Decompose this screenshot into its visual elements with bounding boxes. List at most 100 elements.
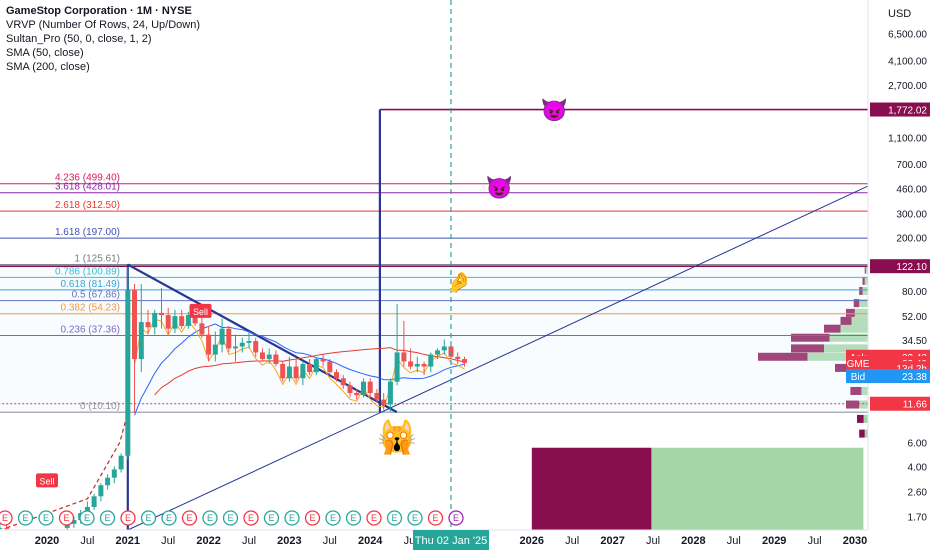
candle-body [408, 361, 414, 367]
earnings-marker [386, 510, 403, 526]
earnings-marker-label: E [145, 513, 151, 523]
price-badge-value: 23.38 [902, 372, 927, 383]
price-axis-tick: 1,100.00 [888, 133, 927, 144]
price-badge [870, 102, 930, 117]
indicator-sma200[interactable]: SMA (200, close) [6, 61, 90, 73]
volume-profile-bar-up [863, 414, 868, 423]
price-axis-tick: 2,700.00 [888, 81, 927, 92]
time-axis-tick: 2021 [116, 535, 140, 547]
price-axis-tick: 2.60 [908, 488, 928, 499]
sell-signal-badge [36, 473, 58, 488]
indicator-sultan-pro[interactable]: Sultan_Pro (50, 0, close, 1, 2) [6, 33, 152, 45]
time-axis-tick: Jul [161, 535, 175, 547]
candle-body [172, 316, 178, 329]
earnings-marker [366, 510, 382, 526]
volume-profile-bar-down [864, 265, 866, 274]
fib-level-label: 1.618 (197.00) [55, 227, 120, 238]
candle-body [246, 341, 252, 343]
earnings-marker [345, 510, 362, 526]
earnings-marker [304, 510, 321, 526]
volume-profile-bar-up [865, 265, 868, 274]
candle-body [428, 354, 434, 367]
candle-body [118, 455, 124, 470]
earnings-marker-label: E [125, 513, 131, 523]
price-axis-tick: 34.50 [902, 336, 927, 347]
volume-profile-bar-up [851, 316, 868, 325]
earnings-marker [448, 510, 464, 526]
volume-profile-bar-down [853, 299, 860, 308]
volume-profile-bar-down [835, 363, 855, 372]
earnings-marker [202, 510, 218, 526]
candle-body [360, 381, 366, 396]
candle-body [179, 316, 185, 326]
candle-body [435, 350, 441, 355]
price-axis-tick: 4,100.00 [888, 56, 927, 67]
time-axis-tick: 2022 [196, 535, 220, 547]
volume-profile-bar-down [850, 386, 862, 395]
candles [0, 267, 467, 530]
earnings-marker-label: E [207, 513, 213, 523]
candle-body [145, 322, 151, 328]
earnings-marker-label: E [104, 513, 110, 523]
candle-body [387, 381, 393, 405]
fib-level-label: 0.382 (54.23) [61, 303, 121, 314]
earnings-marker-label: E [289, 513, 295, 523]
candle-body [441, 346, 447, 351]
candle-body [401, 352, 407, 362]
earnings-marker-label: E [227, 513, 233, 523]
earnings-marker [263, 510, 280, 526]
candle-body [152, 312, 158, 328]
fib-level-label: 0.786 (100.89) [55, 266, 120, 277]
candle-body [105, 477, 111, 486]
sma200-line [154, 347, 465, 396]
price-badge-tag-label: GME [847, 359, 870, 370]
time-axis-tick: Jul [646, 535, 660, 547]
volume-profile-bar-up [840, 324, 868, 333]
candle-body [280, 363, 286, 379]
candle-body [320, 359, 326, 362]
volume-profile-bar-down [531, 447, 652, 530]
price-axis-tick: 1.70 [908, 512, 928, 523]
earnings-marker [284, 510, 300, 526]
volume-profile-bar-up [829, 333, 868, 342]
indicator-vrvp[interactable]: VRVP (Number Of Rows, 24, Up/Down) [6, 19, 200, 31]
candle-body [192, 315, 198, 324]
fib-level-label: 3.618 (428.01) [55, 182, 120, 193]
volume-profile-bar-up [864, 429, 868, 438]
time-axis-tick: 2028 [681, 535, 705, 547]
time-axis-tick: Jul [80, 535, 94, 547]
candle-body [307, 363, 313, 373]
volume-profile-bar-down [862, 276, 865, 285]
sell-signal-label: Sell [193, 307, 208, 317]
price-axis-tick: 52.00 [902, 312, 927, 323]
price-axis-tick: 460.00 [896, 185, 927, 196]
candle-body [98, 485, 104, 497]
candle-body [0, 527, 3, 529]
candle-body [212, 344, 218, 355]
earnings-marker [181, 510, 198, 526]
cat-emoji: 🙀 [377, 419, 417, 455]
price-axis-tick: 80.00 [902, 287, 927, 298]
volume-profile-bar-up [824, 344, 868, 353]
time-axis-tick: Jul [808, 535, 822, 547]
volume-profile-bar-down [791, 344, 824, 353]
candle-body [327, 361, 333, 373]
time-axis-tick: 2020 [35, 535, 59, 547]
fib-level-label: 0.5 (67.86) [72, 290, 120, 301]
volume-profile-bar-up [854, 308, 868, 317]
earnings-marker [58, 510, 75, 526]
earnings-marker-label: E [2, 513, 8, 523]
price-axis-tick: 4.00 [908, 462, 928, 473]
currency-label: USD [888, 8, 911, 20]
time-axis-tick: Jul [727, 535, 741, 547]
volume-profile-bar-down [758, 352, 808, 361]
indicator-sma50[interactable]: SMA (50, close) [6, 47, 84, 59]
earnings-marker-label: E [248, 513, 254, 523]
price-axis-tick: 6.00 [908, 439, 928, 450]
candle-body [219, 328, 225, 345]
earnings-marker-label: E [268, 513, 274, 523]
candle-body [64, 523, 70, 528]
fib-level-label: 2.618 (312.50) [55, 200, 120, 211]
candle-body [158, 312, 164, 316]
